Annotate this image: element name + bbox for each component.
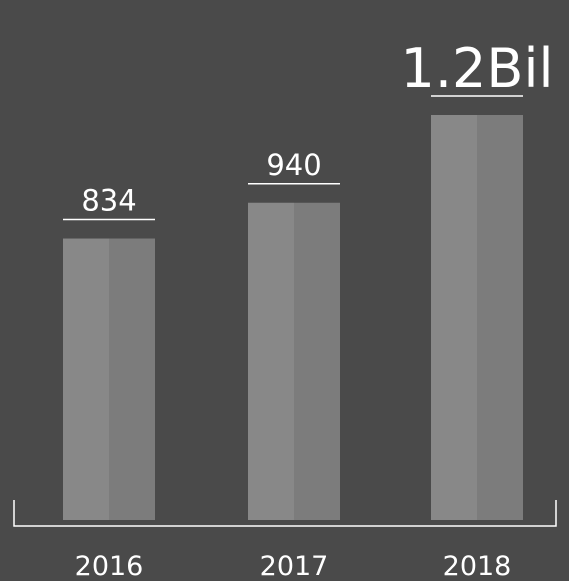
bar-shade-2017 [294,202,340,520]
x-tick-label-2017: 2017 [260,551,329,581]
bar-2016 [63,238,109,520]
x-tick-label-2016: 2016 [75,551,144,581]
bars-layer [63,115,523,520]
x-tick-labels-layer: 2016 2017 2018 [75,551,512,581]
x-axis-bracket [13,500,557,527]
x-tick-label-2018: 2018 [443,551,512,581]
value-label-2018: 1.2Bil [401,37,554,100]
value-label-2016: 834 [81,184,136,218]
bar-2017 [248,202,294,520]
value-labels-layer: 834 940 1.2Bil [63,37,554,221]
value-label-2017: 940 [266,148,321,182]
bar-shade-2018 [477,115,523,520]
bar-shade-2016 [109,238,155,520]
bar-2018 [431,115,477,520]
